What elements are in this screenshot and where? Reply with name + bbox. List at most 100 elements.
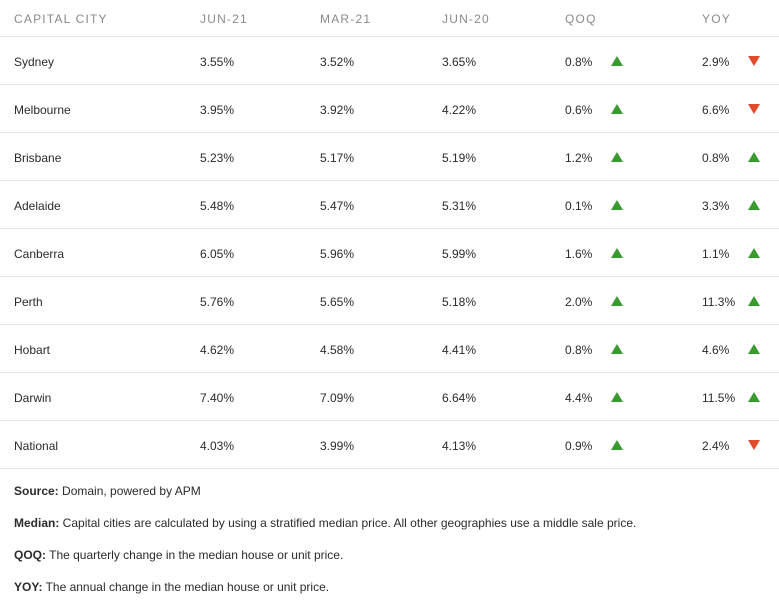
header-capital-city: CAPITAL CITY bbox=[14, 12, 108, 26]
header-jun21: JUN-21 bbox=[200, 12, 248, 26]
triangle-up-icon bbox=[748, 152, 760, 162]
cell-qoq: 0.6% bbox=[565, 103, 593, 117]
triangle-up-icon bbox=[611, 104, 623, 114]
cell-yoy: 2.4% bbox=[702, 439, 730, 453]
cell-city: Sydney bbox=[14, 55, 55, 69]
triangle-down-icon bbox=[748, 104, 760, 114]
cell-city: Perth bbox=[14, 295, 43, 309]
note-median-text: Capital cities are calculated by using a… bbox=[59, 516, 637, 530]
table-row: National 4.03% 3.99% 4.13% 0.9% 2.4% bbox=[0, 421, 779, 469]
cell-jun20: 6.64% bbox=[442, 391, 477, 405]
cell-jun21: 4.62% bbox=[200, 343, 235, 357]
cell-city: Melbourne bbox=[14, 103, 71, 117]
table-row: Sydney 3.55% 3.52% 3.65% 0.8% 2.9% bbox=[0, 37, 779, 85]
cell-jun21: 4.03% bbox=[200, 439, 235, 453]
cell-jun20: 4.41% bbox=[442, 343, 477, 357]
cell-jun20: 3.65% bbox=[442, 55, 477, 69]
cell-jun21: 7.40% bbox=[200, 391, 235, 405]
triangle-up-icon bbox=[611, 392, 623, 402]
table-header: CAPITAL CITY JUN-21 MAR-21 JUN-20 QOQ YO… bbox=[0, 0, 779, 37]
triangle-up-icon bbox=[611, 296, 623, 306]
cell-jun21: 5.23% bbox=[200, 151, 235, 165]
cell-jun20: 5.18% bbox=[442, 295, 477, 309]
triangle-up-icon bbox=[748, 200, 760, 210]
note-qoq-label: QOQ: bbox=[14, 548, 46, 562]
cell-jun21: 6.05% bbox=[200, 247, 235, 261]
cell-qoq: 0.8% bbox=[565, 55, 593, 69]
cell-jun20: 4.22% bbox=[442, 103, 477, 117]
cell-city: Hobart bbox=[14, 343, 51, 357]
rental-yield-table: CAPITAL CITY JUN-21 MAR-21 JUN-20 QOQ YO… bbox=[0, 0, 779, 469]
notes-section: Source: Domain, powered by APM Median: C… bbox=[14, 483, 774, 611]
table-row: Melbourne 3.95% 3.92% 4.22% 0.6% 6.6% bbox=[0, 85, 779, 133]
note-yoy: YOY: The annual change in the median hou… bbox=[14, 579, 774, 611]
cell-jun20: 5.31% bbox=[442, 199, 477, 213]
triangle-down-icon bbox=[748, 440, 760, 450]
table-body: Sydney 3.55% 3.52% 3.65% 0.8% 2.9% Melbourne 3.… bbox=[0, 37, 779, 469]
cell-yoy: 11.3% bbox=[702, 295, 736, 309]
note-source-label: Source: bbox=[14, 484, 59, 498]
triangle-up-icon bbox=[611, 248, 623, 258]
note-yoy-label: YOY: bbox=[14, 580, 43, 594]
triangle-up-icon bbox=[611, 152, 623, 162]
triangle-up-icon bbox=[748, 296, 760, 306]
cell-yoy: 4.6% bbox=[702, 343, 730, 357]
cell-jun20: 4.13% bbox=[442, 439, 477, 453]
triangle-down-icon bbox=[748, 56, 760, 66]
cell-yoy: 3.3% bbox=[702, 199, 730, 213]
cell-qoq: 4.4% bbox=[565, 391, 593, 405]
cell-yoy: 1.1% bbox=[702, 247, 730, 261]
cell-mar21: 3.92% bbox=[320, 103, 355, 117]
cell-qoq: 0.8% bbox=[565, 343, 593, 357]
cell-yoy: 2.9% bbox=[702, 55, 730, 69]
cell-mar21: 7.09% bbox=[320, 391, 355, 405]
note-qoq-text: The quarterly change in the median house… bbox=[46, 548, 344, 562]
cell-city: Canberra bbox=[14, 247, 65, 261]
cell-yoy: 11.5% bbox=[702, 391, 736, 405]
table-row: Perth 5.76% 5.65% 5.18% 2.0% 11.3% bbox=[0, 277, 779, 325]
triangle-up-icon bbox=[748, 392, 760, 402]
triangle-up-icon bbox=[748, 344, 760, 354]
table-row: Darwin 7.40% 7.09% 6.64% 4.4% 11.5% bbox=[0, 373, 779, 421]
cell-qoq: 0.9% bbox=[565, 439, 593, 453]
note-source-text: Domain, powered by APM bbox=[58, 484, 201, 498]
cell-yoy: 6.6% bbox=[702, 103, 730, 117]
table-row: Brisbane 5.23% 5.17% 5.19% 1.2% 0.8% bbox=[0, 133, 779, 181]
header-yoy: YOY bbox=[702, 12, 731, 26]
note-qoq: QOQ: The quarterly change in the median … bbox=[14, 547, 774, 579]
cell-mar21: 5.17% bbox=[320, 151, 355, 165]
header-qoq: QOQ bbox=[565, 12, 597, 26]
cell-yoy: 0.8% bbox=[702, 151, 730, 165]
header-mar21: MAR-21 bbox=[320, 12, 372, 26]
triangle-up-icon bbox=[611, 440, 623, 450]
cell-city: Adelaide bbox=[14, 199, 61, 213]
note-yoy-text: The annual change in the median house or… bbox=[42, 580, 330, 594]
cell-city: Brisbane bbox=[14, 151, 62, 165]
cell-jun21: 3.55% bbox=[200, 55, 235, 69]
cell-jun20: 5.99% bbox=[442, 247, 477, 261]
header-jun20: JUN-20 bbox=[442, 12, 490, 26]
cell-mar21: 3.99% bbox=[320, 439, 355, 453]
triangle-up-icon bbox=[748, 248, 760, 258]
cell-qoq: 1.6% bbox=[565, 247, 593, 261]
cell-mar21: 3.52% bbox=[320, 55, 355, 69]
note-median: Median: Capital cities are calculated by… bbox=[14, 515, 774, 547]
cell-mar21: 4.58% bbox=[320, 343, 355, 357]
cell-jun21: 3.95% bbox=[200, 103, 235, 117]
cell-city: National bbox=[14, 439, 59, 453]
triangle-up-icon bbox=[611, 56, 623, 66]
table-row: Canberra 6.05% 5.96% 5.99% 1.6% 1.1% bbox=[0, 229, 779, 277]
cell-qoq: 0.1% bbox=[565, 199, 593, 213]
cell-jun21: 5.76% bbox=[200, 295, 235, 309]
triangle-up-icon bbox=[611, 200, 623, 210]
cell-mar21: 5.65% bbox=[320, 295, 355, 309]
cell-mar21: 5.96% bbox=[320, 247, 355, 261]
cell-qoq: 1.2% bbox=[565, 151, 593, 165]
cell-city: Darwin bbox=[14, 391, 52, 405]
note-source: Source: Domain, powered by APM bbox=[14, 483, 774, 515]
cell-qoq: 2.0% bbox=[565, 295, 593, 309]
note-median-label: Median: bbox=[14, 516, 60, 530]
cell-jun20: 5.19% bbox=[442, 151, 477, 165]
table-row: Hobart 4.62% 4.58% 4.41% 0.8% 4.6% bbox=[0, 325, 779, 373]
triangle-up-icon bbox=[611, 344, 623, 354]
